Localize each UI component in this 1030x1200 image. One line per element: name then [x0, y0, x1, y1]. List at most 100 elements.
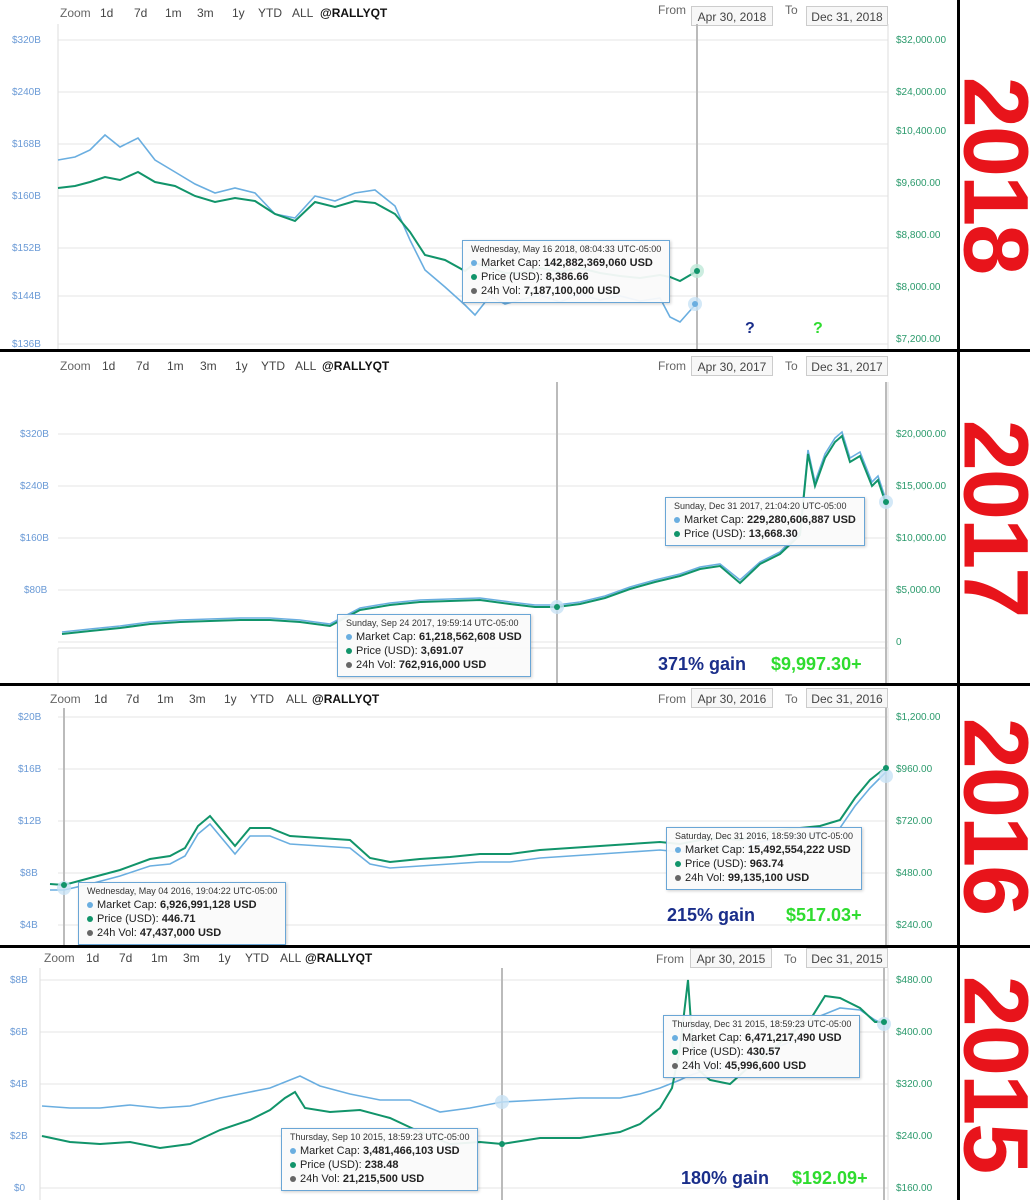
- y-left-tick: $160B: [20, 533, 49, 544]
- from-date-input[interactable]: Apr 30, 2017: [691, 356, 773, 376]
- y-left-tick: $8B: [20, 868, 38, 879]
- to-date-input[interactable]: Dec 31, 2016: [806, 688, 888, 708]
- tooltip-date: Sunday, Dec 31 2017, 21:04:20 UTC-05:00: [674, 501, 847, 511]
- tooltip-may-2016: Wednesday, May 04 2016, 19:04:22 UTC-05:…: [78, 882, 287, 945]
- year-label-box: 2015: [945, 948, 1030, 1200]
- zoom-1d-button[interactable]: 1d: [86, 951, 100, 965]
- y-left-tick: $160B: [12, 191, 41, 202]
- zoom-all-button[interactable]: ALL: [295, 359, 317, 373]
- zoom-all-button[interactable]: ALL: [292, 6, 314, 20]
- tooltip-market-cap: Market Cap: 61,218,562,608 USD: [346, 630, 522, 644]
- zoom-1m-button[interactable]: 1m: [151, 951, 168, 965]
- price-gain: $517.03+: [786, 905, 862, 925]
- y-right-tick: $400.00: [896, 1027, 933, 1038]
- price-gain: $192.09+: [792, 1168, 868, 1188]
- zoom-1y-button[interactable]: 1y: [232, 6, 245, 20]
- tooltip-market-cap: Market Cap: 142,882,369,060 USD: [471, 256, 661, 270]
- y-left-tick: $240B: [12, 87, 41, 98]
- y-left-tick: $2B: [10, 1131, 28, 1142]
- gain-percent: 371% gain: [658, 654, 747, 674]
- tooltip-price: Price (USD): 430.57: [672, 1045, 851, 1059]
- tooltip-sep-2017: Sunday, Sep 24 2017, 19:59:14 UTC-05:00 …: [337, 614, 531, 677]
- zoom-label: Zoom: [60, 6, 91, 20]
- from-label: From: [658, 359, 686, 373]
- zoom-1m-button[interactable]: 1m: [167, 359, 184, 373]
- year-label-box: 2016: [945, 686, 1030, 945]
- zoom-1y-button[interactable]: 1y: [235, 359, 248, 373]
- panel-2017: Zoom 1d 7d 1m 3m 1y YTD ALL @RALLYQT Fro…: [0, 352, 1030, 686]
- zoom-1m-button[interactable]: 1m: [165, 6, 182, 20]
- y-left-tick: $320B: [20, 429, 49, 440]
- zoom-7d-button[interactable]: 7d: [126, 692, 140, 706]
- zoom-ytd-button[interactable]: YTD: [250, 692, 274, 706]
- gain-percent: 215% gain: [667, 905, 756, 925]
- to-label: To: [784, 952, 797, 966]
- year-label-box: 2017: [945, 352, 1030, 683]
- to-label: To: [785, 359, 798, 373]
- tooltip-may-2018: Wednesday, May 16 2018, 08:04:33 UTC-05:…: [462, 240, 671, 303]
- zoom-ytd-button[interactable]: YTD: [261, 359, 285, 373]
- from-date-input[interactable]: Apr 30, 2018: [691, 6, 773, 26]
- zoom-1y-button[interactable]: 1y: [218, 951, 231, 965]
- y-left-tick: $16B: [18, 764, 42, 775]
- zoom-7d-button[interactable]: 7d: [134, 6, 148, 20]
- zoom-1d-button[interactable]: 1d: [102, 359, 116, 373]
- brand-label: @RALLYQT: [312, 692, 380, 706]
- year-label: 2015: [944, 975, 1030, 1173]
- cap-point: [692, 301, 698, 307]
- price-line: [61, 434, 887, 635]
- y-left-tick: $80B: [24, 585, 48, 596]
- y-left-tick: $168B: [12, 139, 41, 150]
- zoom-7d-button[interactable]: 7d: [136, 359, 150, 373]
- zoom-1m-button[interactable]: 1m: [157, 692, 174, 706]
- zoom-7d-button[interactable]: 7d: [119, 951, 133, 965]
- tooltip-date: Saturday, Dec 31 2016, 18:59:30 UTC-05:0…: [675, 831, 853, 841]
- y-right-tick: $7,200.00: [896, 334, 941, 345]
- zoom-3m-button[interactable]: 3m: [200, 359, 217, 373]
- y-right-tick: $480.00: [896, 975, 933, 986]
- to-date-input[interactable]: Dec 31, 2018: [806, 6, 888, 26]
- to-date-input[interactable]: Dec 31, 2017: [806, 356, 888, 376]
- tooltip-date: Thursday, Dec 31 2015, 18:59:23 UTC-05:0…: [672, 1019, 852, 1029]
- cap-hover-marker: [495, 1095, 509, 1109]
- price-point: [883, 499, 889, 505]
- zoom-1d-button[interactable]: 1d: [100, 6, 114, 20]
- brand-label: @RALLYQT: [305, 951, 373, 965]
- tooltip-market-cap: Market Cap: 3,481,466,103 USD: [290, 1144, 469, 1158]
- zoom-3m-button[interactable]: 3m: [189, 692, 206, 706]
- y-right-tick: $8,000.00: [896, 282, 941, 293]
- zoom-ytd-button[interactable]: YTD: [245, 951, 269, 965]
- y-right-tick: $20,000.00: [896, 429, 946, 440]
- tooltip-market-cap: Market Cap: 229,280,606,887 USD: [674, 513, 856, 527]
- to-date-input[interactable]: Dec 31, 2015: [806, 948, 888, 968]
- tooltip-dec-2015: Thursday, Dec 31 2015, 18:59:23 UTC-05:0…: [663, 1015, 861, 1078]
- zoom-1d-button[interactable]: 1d: [94, 692, 108, 706]
- zoom-3m-button[interactable]: 3m: [197, 6, 214, 20]
- tooltip-volume: 24h Vol: 762,916,000 USD: [346, 658, 522, 672]
- zoom-3m-button[interactable]: 3m: [183, 951, 200, 965]
- tooltip-date: Sunday, Sep 24 2017, 19:59:14 UTC-05:00: [346, 618, 519, 628]
- zoom-all-button[interactable]: ALL: [280, 951, 302, 965]
- from-date-input[interactable]: Apr 30, 2016: [691, 688, 773, 708]
- panel-2018: Zoom 1d 7d 1m 3m 1y YTD ALL @RALLYQT Fro…: [0, 0, 1030, 352]
- y-right-tick: $5,000.00: [896, 585, 941, 596]
- y-right-tick: 0: [896, 637, 902, 648]
- price-gain: $9,997.30+: [771, 654, 862, 674]
- zoom-label: Zoom: [50, 692, 81, 706]
- y-right-tick: $240.00: [896, 920, 933, 931]
- brand-label: @RALLYQT: [320, 6, 388, 20]
- y-left-tick: $240B: [20, 481, 49, 492]
- price-point: [694, 268, 700, 274]
- tooltip-dec-2016: Saturday, Dec 31 2016, 18:59:30 UTC-05:0…: [666, 827, 862, 890]
- zoom-label: Zoom: [60, 359, 91, 373]
- y-left-tick: $144B: [12, 291, 41, 302]
- zoom-all-button[interactable]: ALL: [286, 692, 308, 706]
- price-point: [499, 1141, 505, 1147]
- zoom-1y-button[interactable]: 1y: [224, 692, 237, 706]
- year-label-box: 2018: [945, 0, 1030, 349]
- zoom-ytd-button[interactable]: YTD: [258, 6, 282, 20]
- from-label: From: [656, 952, 684, 966]
- y-right-tick: $10,000.00: [896, 533, 946, 544]
- tooltip-market-cap: Market Cap: 15,492,554,222 USD: [675, 843, 853, 857]
- from-date-input[interactable]: Apr 30, 2015: [690, 948, 772, 968]
